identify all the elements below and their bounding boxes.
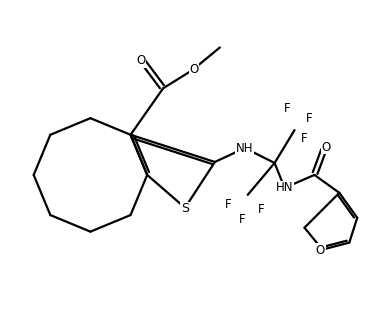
Text: F: F xyxy=(239,213,245,226)
Text: S: S xyxy=(181,202,189,215)
Text: F: F xyxy=(284,102,291,115)
Text: O: O xyxy=(189,63,198,76)
Text: HN: HN xyxy=(276,181,293,194)
Text: F: F xyxy=(258,203,265,216)
Text: NH: NH xyxy=(236,142,254,154)
Text: F: F xyxy=(225,198,231,211)
Text: F: F xyxy=(301,132,308,144)
Text: O: O xyxy=(322,140,331,154)
Text: F: F xyxy=(306,112,313,125)
Text: O: O xyxy=(136,54,146,67)
Text: O: O xyxy=(316,244,325,257)
